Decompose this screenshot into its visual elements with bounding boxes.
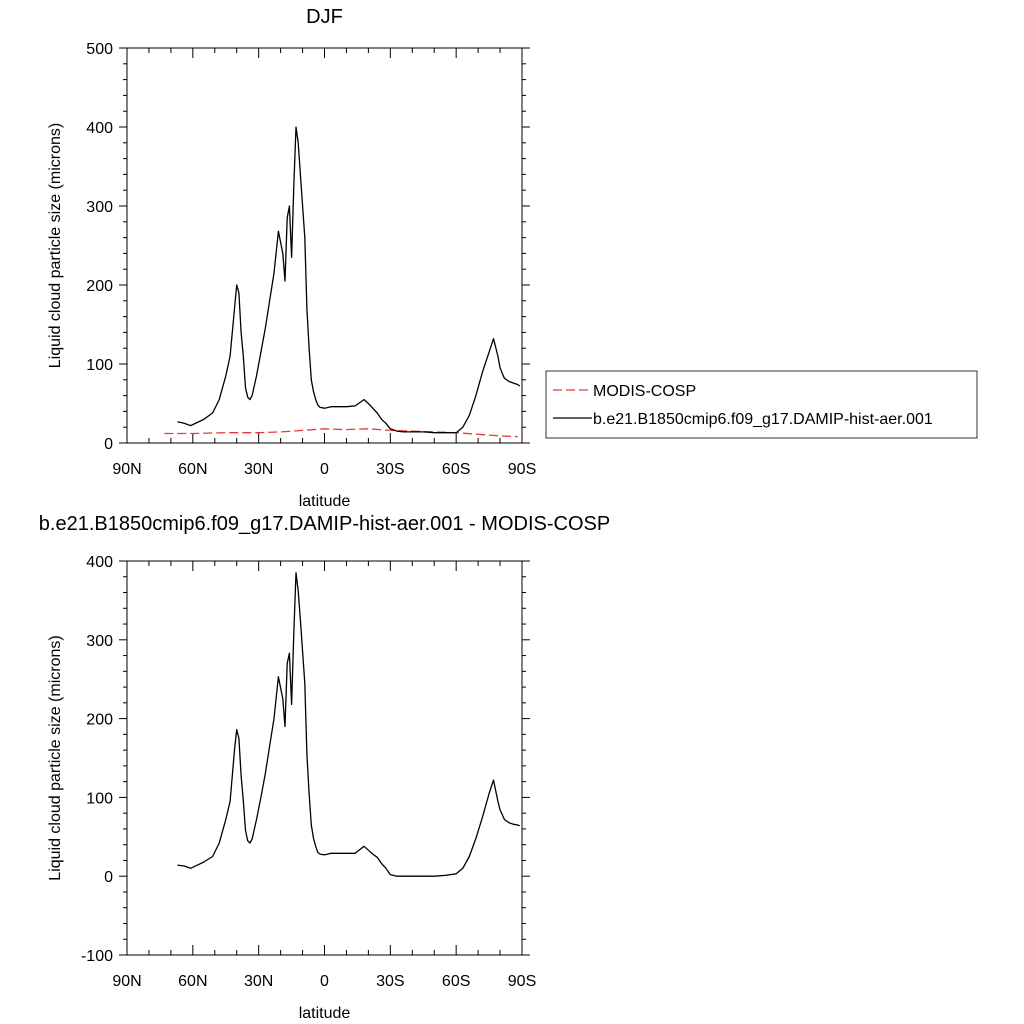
series-line-1 bbox=[164, 428, 518, 438]
x-tick-label: 30N bbox=[244, 461, 273, 478]
x-tick-label: 60N bbox=[178, 973, 207, 990]
chart-title: b.e21.B1850cmip6.f09_g17.DAMIP-hist-aer.… bbox=[39, 513, 610, 535]
x-tick-label: 0 bbox=[320, 461, 329, 478]
x-tick-label: 30S bbox=[376, 461, 404, 478]
legend-box bbox=[545, 370, 978, 439]
x-tick-label: 90S bbox=[508, 973, 536, 990]
x-axis-label: latitude bbox=[299, 493, 351, 510]
chart-panel-1: DJF 90N 60N 30N 0 30S 60S 90S 0 100 200 300 400 500 la… bbox=[47, 6, 978, 510]
x-tick-label: 90S bbox=[508, 461, 536, 478]
x-tick-label: 30N bbox=[244, 973, 273, 990]
x-tick-label: 30S bbox=[376, 973, 404, 990]
x-tick-label: 90N bbox=[112, 973, 141, 990]
y-tick-label: 200 bbox=[86, 278, 113, 295]
legend: MODIS-COSP b.e21.B1850cmip6.f09_g17.DAMIP… bbox=[545, 370, 978, 439]
y-tick-label: 100 bbox=[86, 357, 113, 374]
x-axis-label: latitude bbox=[299, 1005, 351, 1022]
series-line-2 bbox=[177, 126, 521, 434]
y-tick-label: -100 bbox=[81, 948, 113, 965]
plot-frame bbox=[126, 560, 523, 956]
y-tick-label: 0 bbox=[104, 436, 113, 453]
x-tick-label: 90N bbox=[112, 461, 141, 478]
chart-panel-2: b.e21.B1850cmip6.f09_g17.DAMIP-hist-aer.… bbox=[39, 513, 610, 1022]
y-tick-label: 400 bbox=[86, 120, 113, 137]
y-tick-label: 200 bbox=[86, 712, 113, 729]
y-axis-label: Liquid cloud particle size (microns) bbox=[47, 635, 64, 880]
x-tick-label: 0 bbox=[320, 973, 329, 990]
legend-label-1: MODIS-COSP bbox=[593, 383, 696, 400]
x-tick-label: 60S bbox=[442, 973, 470, 990]
y-tick-label: 300 bbox=[86, 199, 113, 216]
y-tick-label: 500 bbox=[86, 41, 113, 58]
x-tick-label: 60S bbox=[442, 461, 470, 478]
legend-label-2: b.e21.B1850cmip6.f09_g17.DAMIP-hist-aer.… bbox=[593, 411, 933, 428]
series-line-1 bbox=[177, 572, 521, 877]
y-tick-label: 300 bbox=[86, 633, 113, 650]
plot-frame bbox=[126, 47, 523, 444]
y-axis-label: Liquid cloud particle size (microns) bbox=[47, 123, 64, 368]
y-tick-label: 100 bbox=[86, 790, 113, 807]
y-tick-label: 0 bbox=[104, 869, 113, 886]
y-tick-label: 400 bbox=[86, 554, 113, 571]
chart-title: DJF bbox=[306, 6, 343, 28]
x-tick-label: 60N bbox=[178, 461, 207, 478]
